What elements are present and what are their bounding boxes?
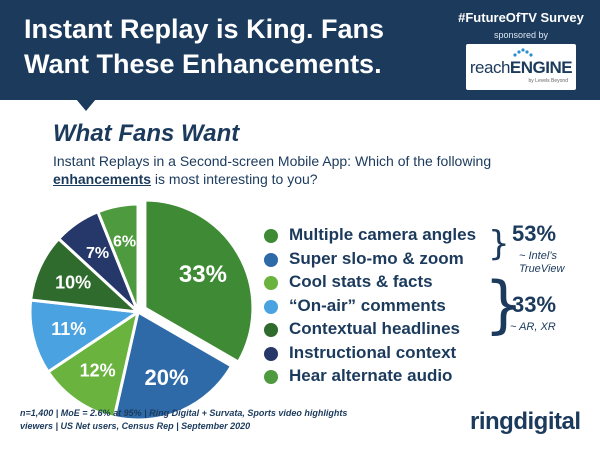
legend-swatch: [264, 276, 278, 290]
legend-swatch: [264, 346, 278, 361]
pie-slice-label: 6%: [113, 234, 136, 251]
question-line-1: Instant Replays in a Second-screen Mobil…: [53, 153, 492, 169]
question-line-2: is most interesting to you?: [151, 171, 318, 187]
pie-chart-svg: 33% 20% 12% 11% 10% 7%6%: [28, 198, 255, 420]
survey-question: Instant Replays in a Second-screen Mobil…: [53, 152, 583, 188]
headline: Instant Replay is King. Fans Want These …: [24, 14, 385, 79]
pie-slice: [46, 308, 141, 420]
survey-hashtag: #FutureOfTV Survey: [458, 10, 584, 25]
pie-slice-label: 12%: [80, 361, 116, 381]
legend-swatch: [264, 252, 278, 267]
header-banner: Instant Replay is King. Fans Want These …: [0, 0, 600, 100]
legend-label: “On-air” comments: [289, 295, 446, 315]
sponsor-logo-part-a: reach: [469, 58, 511, 77]
legend-label: Hear alternate audio: [289, 366, 453, 385]
group-1-note-line-2: TrueView: [519, 263, 565, 275]
pie-slice: [95, 202, 140, 313]
sponsor-subtitle: by Levels Beyond: [528, 78, 568, 84]
pie-slice-label: 7%: [86, 245, 109, 262]
pie-slice-label: 33%: [179, 261, 227, 288]
question-emphasis: enhancements: [53, 171, 152, 187]
pie-slice: [112, 309, 234, 420]
sponsor-logo-icon: [513, 48, 533, 57]
legend-label: Instructional context: [289, 342, 457, 362]
pie-slice-label: 10%: [55, 272, 91, 292]
pie-slice-label: 20%: [145, 365, 189, 390]
group-2-percent: 33%: [512, 292, 557, 317]
group-2-note: ~ AR, XR: [510, 321, 556, 333]
pie-slice: [143, 198, 255, 365]
bracket-group-1: }: [488, 224, 510, 264]
sponsor-logo-part-b: ENGINE: [509, 58, 573, 77]
legend-swatch: [264, 370, 278, 384]
sponsor-logo-text: reachENGINE: [466, 58, 576, 78]
group-1-note-line-1: ~ Intel’s: [519, 250, 558, 262]
legend-swatch: [264, 299, 278, 314]
sponsor-logo-box: reachENGINE by Levels Beyond: [466, 44, 576, 90]
section-title: What Fans Want: [53, 120, 240, 147]
source-footnote: n=1,400 | MoE = 2.6% at 95% | Ring Digit…: [20, 408, 348, 431]
group-1-percent: 53%: [512, 221, 557, 246]
legend-label: Super slo-mo & zoom: [289, 248, 464, 268]
pie-slice-label: 11%: [51, 319, 86, 339]
bracket-group-2: }: [484, 268, 524, 341]
sponsor-label: sponsored by: [493, 30, 549, 40]
pie-chart: 33% 20% 12% 11% 10% 7% 6%: [20, 190, 270, 420]
legend-label: Cool stats & facts: [289, 272, 433, 291]
brand-logo: ringdigital: [470, 408, 581, 435]
legend-label: Multiple camera angles: [289, 225, 477, 244]
header-pointer: [76, 99, 96, 111]
legend-swatch: [264, 229, 278, 243]
legend-label: Contextual headlines: [289, 319, 460, 338]
legend-swatch: [264, 323, 278, 337]
